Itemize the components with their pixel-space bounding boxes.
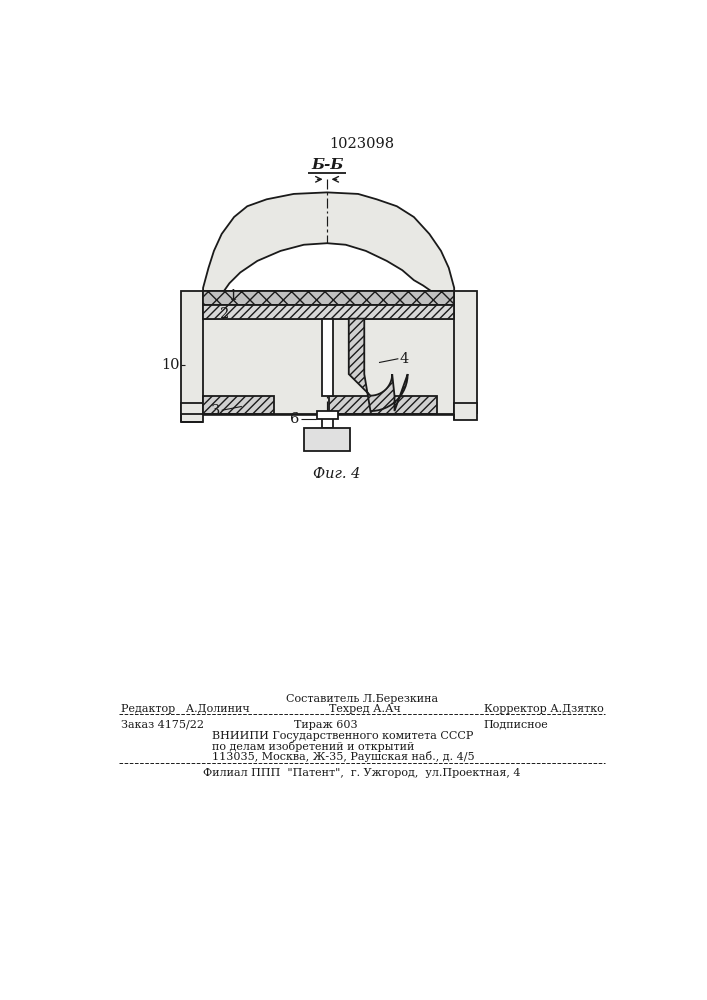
Polygon shape (203, 291, 454, 305)
Text: ВНИИПИ Государственного комитета СССР: ВНИИПИ Государственного комитета СССР (212, 731, 474, 741)
Polygon shape (203, 396, 274, 414)
Text: 113035, Москва, Ж-35, Раушская наб., д. 4/5: 113035, Москва, Ж-35, Раушская наб., д. … (212, 751, 475, 762)
Polygon shape (182, 291, 203, 414)
Polygon shape (454, 403, 477, 420)
Text: 1023098: 1023098 (329, 137, 395, 151)
Polygon shape (329, 396, 437, 414)
Text: Редактор   А.Долинич: Редактор А.Долинич (121, 704, 250, 714)
Text: Корректор А.Дзятко: Корректор А.Дзятко (484, 704, 603, 714)
Text: 10: 10 (161, 358, 180, 372)
Polygon shape (349, 319, 408, 411)
Text: Подписное: Подписное (484, 720, 549, 730)
Text: Б-Б: Б-Б (311, 158, 344, 172)
Text: 6: 6 (290, 412, 299, 426)
Polygon shape (203, 305, 454, 319)
Text: 3: 3 (211, 404, 220, 418)
Polygon shape (317, 411, 338, 419)
Polygon shape (322, 319, 333, 396)
Text: 2: 2 (220, 307, 230, 321)
Polygon shape (322, 414, 333, 428)
Text: Тираж 603: Тираж 603 (293, 720, 357, 730)
Text: Заказ 4175/22: Заказ 4175/22 (121, 720, 204, 730)
Text: Составитель Л.Березкина: Составитель Л.Березкина (286, 694, 438, 704)
Text: по делам изобретений и открытий: по делам изобретений и открытий (212, 741, 415, 752)
Text: 1: 1 (228, 289, 237, 303)
Text: Фиг. 4: Фиг. 4 (312, 466, 360, 481)
Text: 4: 4 (400, 352, 409, 366)
Text: Филиал ППП  "Патент",  г. Ужгород,  ул.Проектная, 4: Филиал ППП "Патент", г. Ужгород, ул.Прое… (203, 768, 520, 778)
Polygon shape (224, 243, 431, 291)
Polygon shape (190, 319, 469, 415)
Polygon shape (203, 192, 454, 291)
Polygon shape (182, 403, 203, 422)
Text: Техред А.Ач: Техред А.Ач (329, 704, 400, 714)
Polygon shape (304, 428, 351, 451)
Polygon shape (454, 291, 477, 413)
